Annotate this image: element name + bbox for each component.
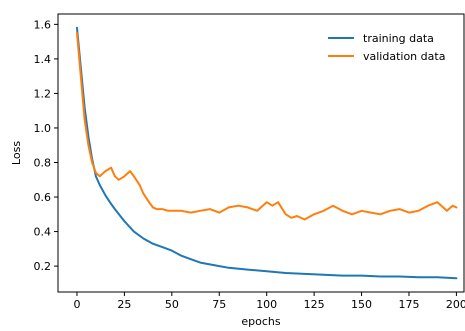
x-tick-label: 100: [256, 298, 277, 311]
x-tick-label: 25: [117, 298, 131, 311]
x-tick-label: 200: [446, 298, 465, 311]
series-layer: [77, 28, 456, 278]
x-tick-label: 75: [212, 298, 226, 311]
y-tick-label: 1.2: [34, 87, 52, 100]
y-tick-label: 0.8: [34, 156, 52, 169]
legend-label-validation: validation data: [363, 50, 445, 63]
y-tick-label: 0.2: [34, 260, 52, 273]
x-tick-label: 150: [351, 298, 372, 311]
x-tick-label: 175: [398, 298, 419, 311]
x-tick-label: 50: [165, 298, 179, 311]
y-tick-label: 0.6: [34, 191, 52, 204]
legend-label-training: training data: [363, 32, 434, 45]
legend: training data validation data: [328, 32, 445, 63]
x-tick-label: 0: [73, 298, 80, 311]
x-axis-label: epochs: [241, 315, 280, 327]
y-tick-label: 1.0: [34, 122, 52, 135]
y-axis-label: Loss: [10, 141, 23, 165]
y-tick-label: 0.4: [34, 226, 52, 239]
y-tick-label: 1.4: [34, 53, 52, 66]
x-tick-label: 125: [304, 298, 325, 311]
y-tick-label: 1.6: [34, 18, 52, 31]
series-line-training: [77, 28, 456, 278]
